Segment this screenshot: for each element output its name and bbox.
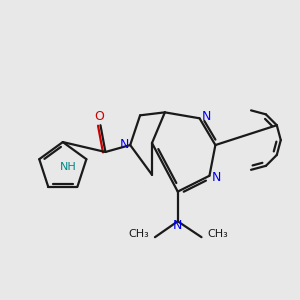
Text: N: N	[212, 171, 221, 184]
Text: NH: NH	[60, 162, 76, 172]
Text: CH₃: CH₃	[128, 229, 149, 239]
Text: N: N	[120, 138, 129, 151]
Text: CH₃: CH₃	[208, 229, 228, 239]
Text: N: N	[173, 219, 182, 232]
Text: O: O	[94, 110, 104, 123]
Text: N: N	[202, 110, 211, 123]
